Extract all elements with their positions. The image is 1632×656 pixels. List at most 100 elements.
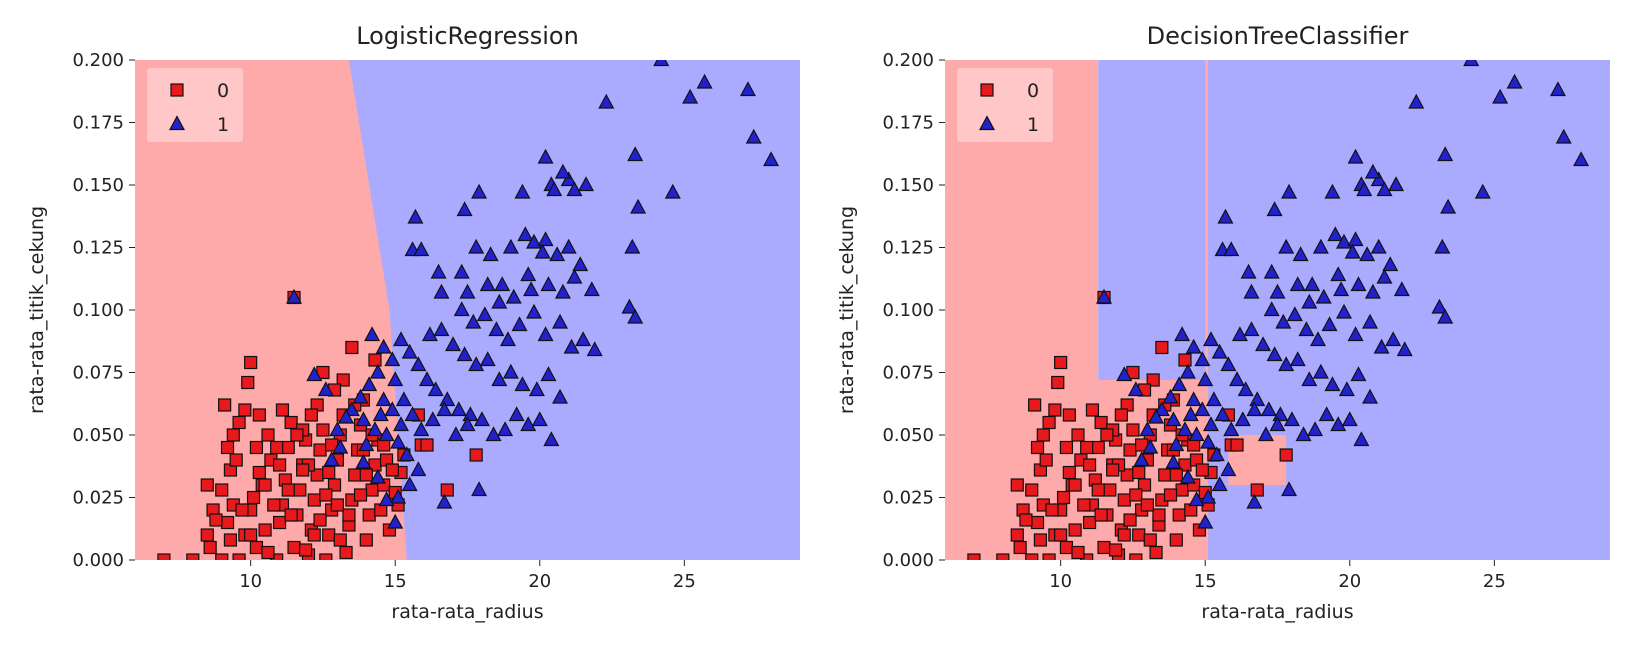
point-class-1-71 <box>419 371 436 387</box>
point-class-1-43 <box>583 281 600 297</box>
point-class-1-44 <box>453 301 470 317</box>
point-class-0-0 <box>157 553 171 560</box>
point-class-1-26 <box>1240 263 1257 279</box>
chart-title: DecisionTreeClassifier <box>1147 22 1409 50</box>
point-class-0-105 <box>359 468 373 482</box>
point-class-1-5 <box>763 151 780 167</box>
point-class-0-89 <box>353 488 368 502</box>
point-class-0-22 <box>1068 523 1082 537</box>
point-class-1-40 <box>540 276 557 292</box>
point-class-0-103 <box>319 488 333 502</box>
point-class-1-122 <box>1330 266 1347 282</box>
point-class-1-65 <box>1338 381 1355 397</box>
point-class-1-21 <box>471 183 488 199</box>
x-tick-label-1: 15 <box>1194 571 1217 592</box>
point-class-1-9 <box>664 183 681 199</box>
point-class-1-79 <box>508 406 525 422</box>
point-class-1-1 <box>1492 88 1509 104</box>
point-class-0-5 <box>200 478 214 492</box>
point-class-1-115 <box>1165 453 1182 469</box>
y-tick-label-8: 0.200 <box>882 50 934 71</box>
point-class-0-6 <box>1025 553 1039 560</box>
point-class-1-75 <box>462 406 479 422</box>
point-class-0-93 <box>261 545 275 560</box>
point-class-1-53 <box>1373 338 1390 354</box>
point-class-1-117 <box>1197 513 1214 529</box>
point-class-0-20 <box>1062 465 1076 480</box>
series-1 <box>286 60 780 529</box>
point-class-1-30 <box>1327 226 1344 242</box>
point-class-1-62 <box>1301 371 1318 387</box>
point-class-1-113 <box>317 381 334 397</box>
point-class-0-7 <box>220 515 235 530</box>
point-class-1-43 <box>1393 281 1410 297</box>
point-class-1-54 <box>575 331 592 347</box>
point-class-0-44 <box>1129 553 1143 560</box>
point-class-0-40 <box>307 493 321 507</box>
point-class-1-68 <box>1202 331 1220 347</box>
point-class-0-43 <box>1126 423 1140 437</box>
point-class-1-125 <box>1182 406 1199 422</box>
region-rect-3 <box>1205 60 1209 560</box>
point-class-1-84 <box>395 391 412 407</box>
point-class-1-72 <box>427 381 444 397</box>
point-class-1-39 <box>1333 281 1350 297</box>
point-class-1-8 <box>630 198 647 214</box>
point-class-0-81 <box>440 483 454 497</box>
point-class-1-15 <box>1356 181 1373 197</box>
point-class-1-56 <box>421 326 438 342</box>
point-class-1-114 <box>306 366 323 382</box>
point-class-0-70 <box>1051 375 1065 390</box>
y-tick-label-5: 0.125 <box>882 238 934 259</box>
point-class-0-8 <box>215 483 229 497</box>
point-class-0-114 <box>1082 458 1097 472</box>
point-class-1-127 <box>1142 438 1159 454</box>
point-class-0-27 <box>1082 515 1097 530</box>
point-class-1-100 <box>355 411 372 427</box>
point-class-1-110 <box>286 288 303 304</box>
point-class-0-21 <box>249 540 264 555</box>
point-class-1-105 <box>410 461 427 477</box>
point-class-1-115 <box>355 453 372 469</box>
point-class-1-49 <box>511 316 528 332</box>
point-class-1-58 <box>1255 336 1272 352</box>
point-class-0-3 <box>1010 528 1024 542</box>
point-class-0-20 <box>252 465 266 480</box>
point-class-1-119 <box>1243 283 1260 299</box>
y-tick-label-4: 0.100 <box>882 300 934 321</box>
point-class-1-97 <box>375 391 392 407</box>
point-class-0-71 <box>1062 408 1076 422</box>
point-class-1-106 <box>1211 476 1228 492</box>
point-class-0-85 <box>267 498 281 512</box>
legend-label-0: 0 <box>1027 80 1039 102</box>
legend: 01 <box>957 68 1053 142</box>
point-class-1-23 <box>407 208 424 224</box>
point-class-0-76 <box>345 340 359 355</box>
point-class-0-30 <box>281 440 295 455</box>
point-class-1-106 <box>401 476 418 492</box>
point-class-0-91 <box>333 533 347 547</box>
y-tick-label-6: 0.150 <box>882 175 934 196</box>
y-tick-label-3: 0.075 <box>882 363 934 384</box>
x-tick-label-1: 15 <box>384 571 407 592</box>
point-class-0-7 <box>1030 515 1045 530</box>
point-class-1-50 <box>1335 303 1353 319</box>
y-tick-label-4: 0.100 <box>72 300 124 321</box>
point-class-1-42 <box>566 268 583 284</box>
x-tick-label-2: 20 <box>528 571 551 592</box>
point-class-1-93 <box>1194 351 1211 367</box>
point-class-0-45 <box>322 528 336 542</box>
point-class-1-60 <box>1278 356 1295 372</box>
point-class-1-48 <box>1309 331 1326 347</box>
point-class-0-105 <box>1169 468 1183 482</box>
point-class-1-121 <box>494 276 511 292</box>
point-class-1-124 <box>482 246 499 262</box>
point-class-1-46 <box>476 306 493 322</box>
point-class-0-95 <box>1091 483 1105 497</box>
point-class-0-51 <box>339 545 353 560</box>
point-class-1-92 <box>1185 338 1202 354</box>
point-class-1-64 <box>1324 376 1341 392</box>
y-tick-label-7: 0.175 <box>882 113 934 134</box>
point-class-1-51 <box>537 326 554 342</box>
point-class-1-98 <box>1194 401 1211 417</box>
